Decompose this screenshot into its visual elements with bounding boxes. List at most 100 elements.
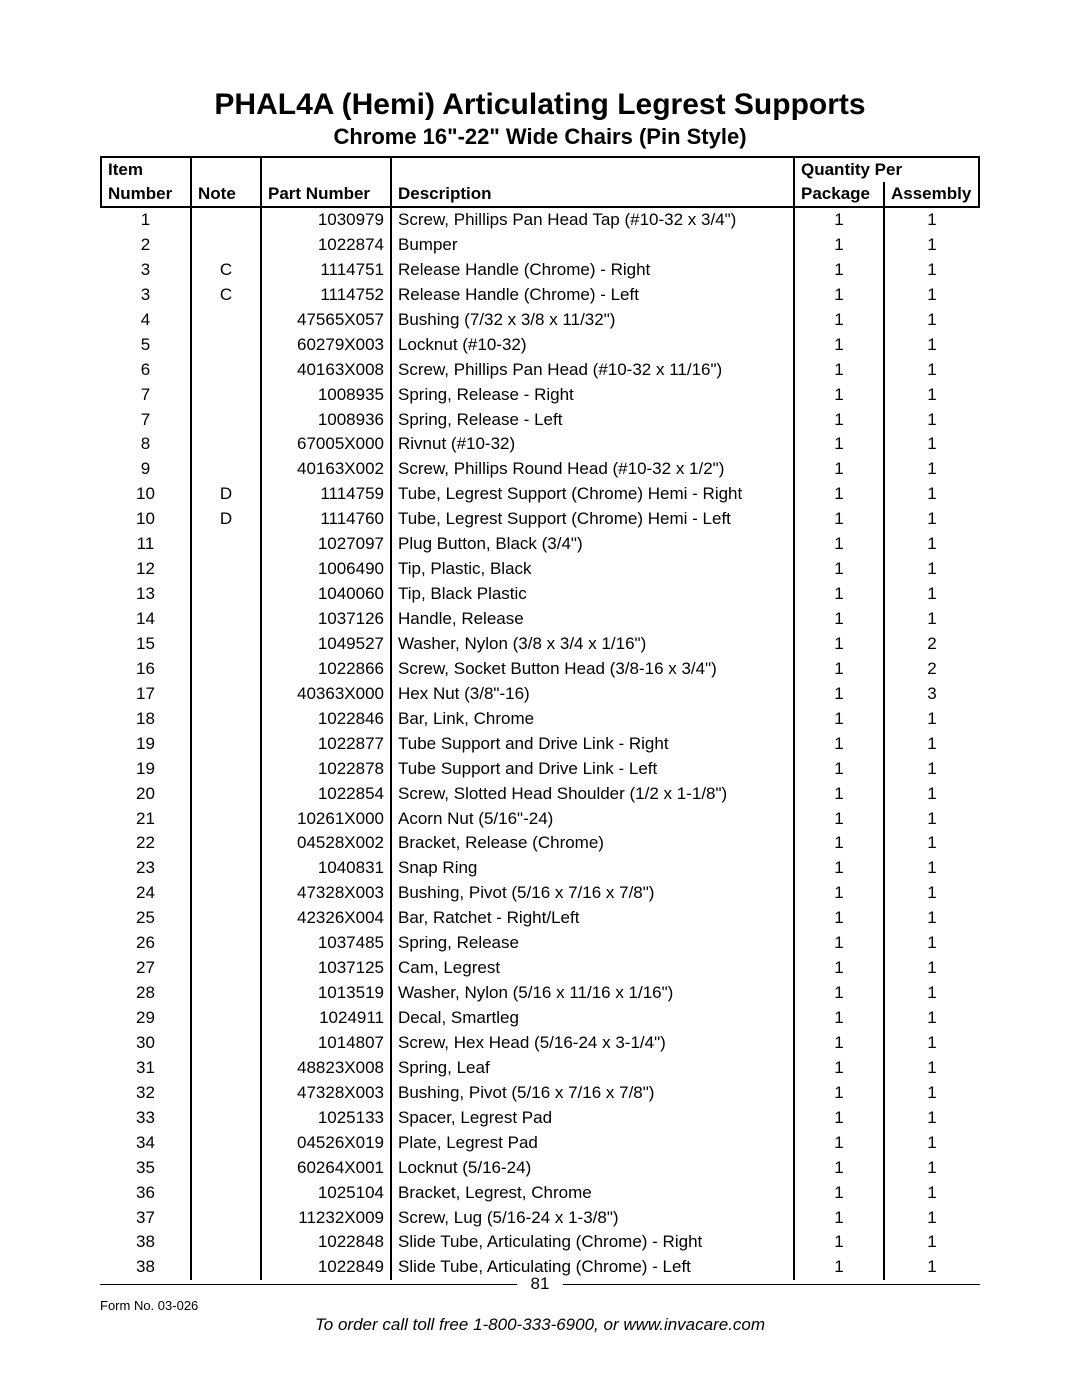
cell-assembly: 1	[884, 507, 979, 532]
cell-part-number: 1037125	[261, 956, 391, 981]
cell-part-number: 1114752	[261, 283, 391, 308]
cell-description: Release Handle (Chrome) - Left	[391, 283, 794, 308]
cell-package: 1	[794, 831, 884, 856]
cell-item-number: 18	[101, 707, 191, 732]
cell-note	[191, 657, 261, 682]
table-row: 191022878Tube Support and Drive Link - L…	[101, 757, 979, 782]
cell-description: Screw, Phillips Pan Head Tap (#10-32 x 3…	[391, 207, 794, 233]
cell-part-number: 47328X003	[261, 1081, 391, 1106]
cell-package: 1	[794, 207, 884, 233]
table-row: 361025104Bracket, Legrest, Chrome11	[101, 1181, 979, 1206]
cell-part-number: 1013519	[261, 981, 391, 1006]
cell-description: Screw, Slotted Head Shoulder (1/2 x 1-1/…	[391, 782, 794, 807]
cell-assembly: 1	[884, 881, 979, 906]
cell-description: Bar, Ratchet - Right/Left	[391, 906, 794, 931]
cell-description: Screw, Socket Button Head (3/8-16 x 3/4"…	[391, 657, 794, 682]
cell-note	[191, 1031, 261, 1056]
cell-package: 1	[794, 956, 884, 981]
cell-item-number: 16	[101, 657, 191, 682]
cell-package: 1	[794, 1031, 884, 1056]
cell-item-number: 25	[101, 906, 191, 931]
cell-assembly: 2	[884, 657, 979, 682]
cell-package: 1	[794, 233, 884, 258]
cell-note	[191, 233, 261, 258]
cell-assembly: 1	[884, 233, 979, 258]
cell-part-number: 1037485	[261, 931, 391, 956]
cell-note	[191, 782, 261, 807]
table-row: 121006490Tip, Plastic, Black11	[101, 557, 979, 582]
cell-package: 1	[794, 283, 884, 308]
cell-part-number: 1024911	[261, 1006, 391, 1031]
cell-note	[191, 308, 261, 333]
table-row: 3C1114752Release Handle (Chrome) - Left1…	[101, 283, 979, 308]
cell-description: Bushing, Pivot (5/16 x 7/16 x 7/8")	[391, 1081, 794, 1106]
cell-part-number: 47328X003	[261, 881, 391, 906]
cell-note	[191, 881, 261, 906]
cell-package: 1	[794, 582, 884, 607]
cell-note	[191, 682, 261, 707]
cell-package: 1	[794, 1131, 884, 1156]
cell-item-number: 12	[101, 557, 191, 582]
cell-package: 1	[794, 931, 884, 956]
table-row: 71008936Spring, Release - Left11	[101, 408, 979, 433]
cell-item-number: 38	[101, 1230, 191, 1255]
table-row: 3560264X001Locknut (5/16-24)11	[101, 1156, 979, 1181]
cell-part-number: 1022874	[261, 233, 391, 258]
cell-note	[191, 532, 261, 557]
cell-assembly: 1	[884, 283, 979, 308]
cell-part-number: 1022848	[261, 1230, 391, 1255]
cell-description: Screw, Hex Head (5/16-24 x 3-1/4")	[391, 1031, 794, 1056]
cell-part-number: 04526X019	[261, 1131, 391, 1156]
cell-part-number: 10261X000	[261, 807, 391, 832]
cell-note	[191, 831, 261, 856]
cell-part-number: 48823X008	[261, 1056, 391, 1081]
cell-part-number: 67005X000	[261, 432, 391, 457]
cell-item-number: 3	[101, 283, 191, 308]
cell-package: 1	[794, 632, 884, 657]
cell-assembly: 1	[884, 1056, 979, 1081]
cell-note	[191, 981, 261, 1006]
cell-package: 1	[794, 1056, 884, 1081]
cell-description: Tube Support and Drive Link - Right	[391, 732, 794, 757]
cell-assembly: 1	[884, 1081, 979, 1106]
cell-item-number: 7	[101, 383, 191, 408]
cell-assembly: 1	[884, 1131, 979, 1156]
table-row: 301014807Screw, Hex Head (5/16-24 x 3-1/…	[101, 1031, 979, 1056]
cell-assembly: 2	[884, 632, 979, 657]
cell-assembly: 1	[884, 807, 979, 832]
cell-assembly: 1	[884, 582, 979, 607]
cell-note	[191, 1081, 261, 1106]
table-row: 111027097Plug Button, Black (3/4")11	[101, 532, 979, 557]
cell-description: Locknut (5/16-24)	[391, 1156, 794, 1181]
cell-assembly: 1	[884, 906, 979, 931]
cell-part-number: 40163X002	[261, 457, 391, 482]
table-row: 3C1114751Release Handle (Chrome) - Right…	[101, 258, 979, 283]
cell-part-number: 1114751	[261, 258, 391, 283]
cell-description: Tube, Legrest Support (Chrome) Hemi - Le…	[391, 507, 794, 532]
table-row: 281013519Washer, Nylon (5/16 x 11/16 x 1…	[101, 981, 979, 1006]
table-row: 3148823X008Spring, Leaf11	[101, 1056, 979, 1081]
cell-description: Spacer, Legrest Pad	[391, 1106, 794, 1131]
col-header-part-number: Part Number	[261, 182, 391, 207]
cell-item-number: 9	[101, 457, 191, 482]
cell-part-number: 60279X003	[261, 333, 391, 358]
cell-item-number: 5	[101, 333, 191, 358]
cell-package: 1	[794, 757, 884, 782]
page-subtitle: Chrome 16"-22" Wide Chairs (Pin Style)	[100, 124, 980, 150]
cell-description: Tube, Legrest Support (Chrome) Hemi - Ri…	[391, 482, 794, 507]
cell-item-number: 10	[101, 482, 191, 507]
table-row: 940163X002Screw, Phillips Round Head (#1…	[101, 457, 979, 482]
cell-package: 1	[794, 1081, 884, 1106]
parts-table: Item Quantity Per Number Note Part Numbe…	[100, 156, 980, 1280]
cell-package: 1	[794, 333, 884, 358]
cell-note	[191, 607, 261, 632]
page-footer: 81 Form No. 03-026 To order call toll fr…	[100, 1274, 980, 1335]
cell-description: Locknut (#10-32)	[391, 333, 794, 358]
cell-package: 1	[794, 383, 884, 408]
cell-item-number: 28	[101, 981, 191, 1006]
cell-item-number: 4	[101, 308, 191, 333]
table-row: 381022848Slide Tube, Articulating (Chrom…	[101, 1230, 979, 1255]
cell-note	[191, 457, 261, 482]
cell-package: 1	[794, 1156, 884, 1181]
cell-assembly: 1	[884, 757, 979, 782]
